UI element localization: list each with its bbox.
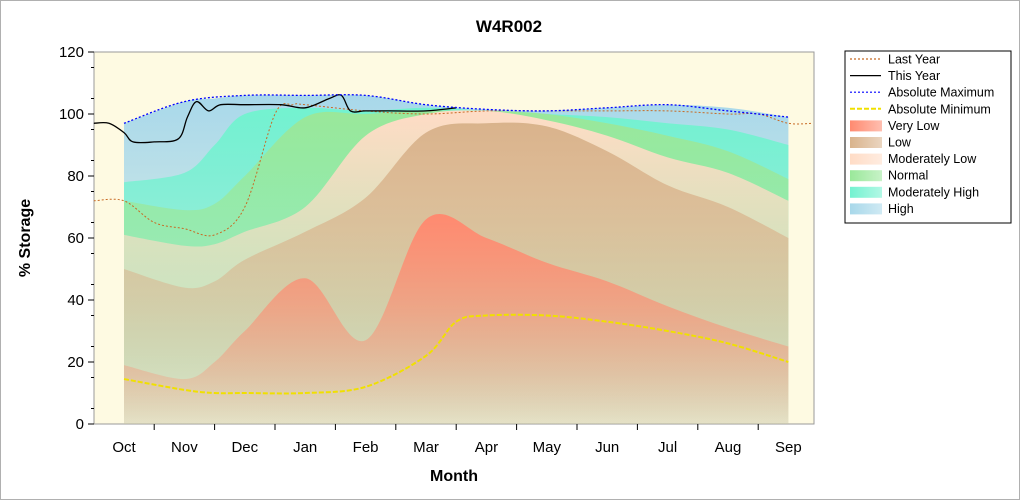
y-tick-label: 20 xyxy=(67,354,84,371)
legend-swatch-low xyxy=(850,137,882,148)
legend-label-very-low: Very Low xyxy=(888,119,940,133)
x-axis-title: Month xyxy=(430,468,478,485)
legend-swatch-moderately-high xyxy=(850,186,882,198)
series-lines xyxy=(93,94,813,395)
legend-swatch-high xyxy=(850,203,882,215)
legend-swatch-normal xyxy=(850,170,882,182)
y-axis-title: % Storage xyxy=(17,199,34,277)
legend-label-low: Low xyxy=(888,136,912,150)
x-tick-label: Aug xyxy=(715,439,742,456)
x-tick-label: Nov xyxy=(171,439,198,456)
y-tick-label: 0 xyxy=(76,416,84,433)
x-tick-label: Mar xyxy=(413,439,439,456)
line-this-year xyxy=(93,94,457,144)
band-very-low xyxy=(124,214,789,424)
y-tick-label: 80 xyxy=(67,168,84,185)
legend-label-moderately-low: Moderately Low xyxy=(888,152,977,166)
x-tick-label: Oct xyxy=(112,439,136,456)
x-tick-label: Jan xyxy=(293,439,317,456)
line-absolute-maximum xyxy=(123,94,789,124)
legend-label-absolute-maximum: Absolute Maximum xyxy=(888,86,994,100)
x-tick-label: Jun xyxy=(595,439,619,456)
y-tick-label: 120 xyxy=(59,44,84,61)
line-last-year xyxy=(93,103,813,237)
chart-title: W4R002 xyxy=(476,17,542,36)
legend: Last Year This Year Absolute Maximum Absolu… xyxy=(844,50,1012,224)
legend-label-high: High xyxy=(888,202,914,216)
x-tick-label: Jul xyxy=(658,439,677,456)
x-tick-label: Sep xyxy=(775,439,802,456)
storage-bands xyxy=(124,94,789,425)
legend-label-moderately-high: Moderately High xyxy=(888,185,979,199)
line-absolute-minimum xyxy=(123,313,789,395)
legend-label-this-year: This Year xyxy=(888,69,940,83)
y-tick-label: 40 xyxy=(67,292,84,309)
x-tick-label: May xyxy=(533,439,562,456)
x-tick-label: Apr xyxy=(475,439,498,456)
x-tick-label: Feb xyxy=(353,439,379,456)
axes: 0 20 40 60 80 100 120 Oct Nov Dec Jan Feb Mar Apr May J… xyxy=(59,44,802,456)
y-tick-label: 100 xyxy=(59,106,84,123)
legend-label-absolute-minimum: Absolute Minimum xyxy=(888,102,991,116)
legend-label-normal: Normal xyxy=(888,169,928,183)
legend-swatch-moderately-low xyxy=(850,153,882,165)
x-tick-label: Dec xyxy=(231,439,258,456)
legend-swatch-very-low xyxy=(850,120,882,132)
y-tick-label: 60 xyxy=(67,230,84,247)
legend-label-last-year: Last Year xyxy=(888,53,940,67)
